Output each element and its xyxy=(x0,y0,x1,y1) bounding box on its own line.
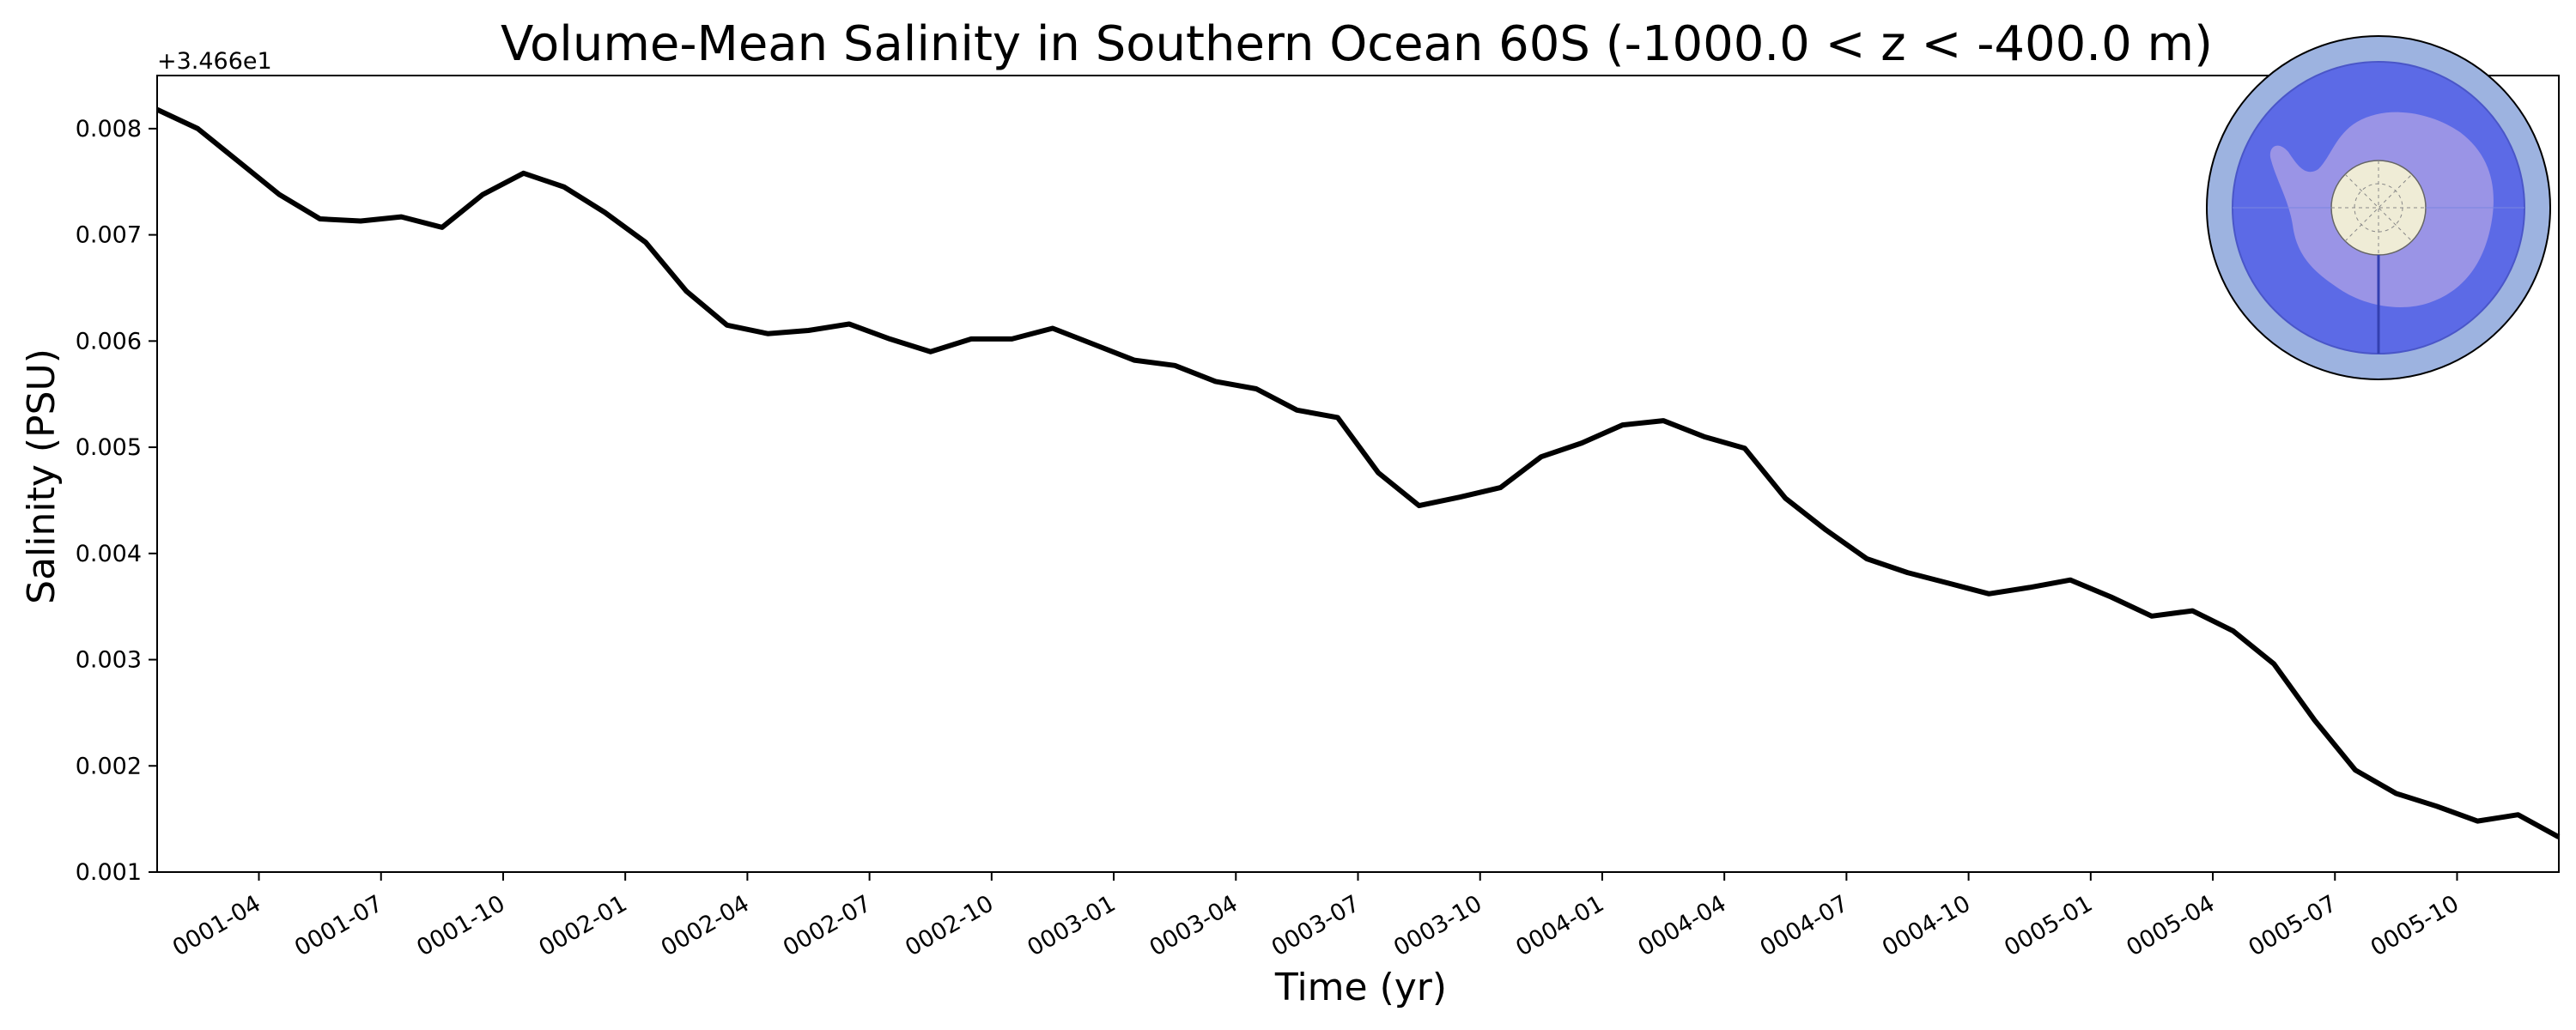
x-tick-label: 0003-01 xyxy=(1023,890,1120,961)
x-tick-label: 0001-07 xyxy=(290,890,387,961)
x-tick-label: 0005-07 xyxy=(2245,890,2342,961)
y-axis-label: Salinity (PSU) xyxy=(20,348,64,604)
x-tick-label: 0002-04 xyxy=(657,890,754,961)
inset-map xyxy=(2206,35,2551,380)
x-axis: 0001-04 0001-07 0001-10 0002-01 0002-04 0002-… xyxy=(168,872,2464,961)
y-tick-label: 0.007 xyxy=(76,222,142,249)
y-tick-label: 0.003 xyxy=(76,647,142,674)
x-tick-label: 0005-04 xyxy=(2122,890,2219,961)
x-axis-label: Time (yr) xyxy=(1274,966,1447,1009)
y-tick-label: 0.002 xyxy=(76,753,142,779)
x-tick-label: 0002-07 xyxy=(779,890,876,961)
x-tick-label: 0005-01 xyxy=(2000,890,2097,961)
x-tick-label: 0001-04 xyxy=(168,890,265,961)
y-tick-label: 0.005 xyxy=(76,434,142,461)
y-tick-label: 0.001 xyxy=(76,859,142,886)
x-tick-label: 0002-10 xyxy=(901,890,998,961)
x-tick-label: 0004-01 xyxy=(1511,890,1608,961)
x-tick-label: 0004-04 xyxy=(1633,890,1730,961)
x-tick-label: 0004-10 xyxy=(1878,890,1975,961)
plot-frame xyxy=(156,75,2560,873)
x-tick-label: 0004-07 xyxy=(1756,890,1853,961)
x-tick-label: 0005-10 xyxy=(2366,890,2464,961)
x-tick-label: 0003-07 xyxy=(1267,890,1364,961)
chart-title: Volume-Mean Salinity in Southern Ocean 6… xyxy=(501,16,2213,72)
y-tick-label: 0.008 xyxy=(76,116,142,142)
series-line xyxy=(155,106,2561,839)
x-tick-label: 0003-10 xyxy=(1389,890,1486,961)
y-axis: 0.001 0.002 0.003 0.004 0.005 0.006 0.007 0.008 xyxy=(76,116,157,886)
x-tick-label: 0003-04 xyxy=(1145,890,1242,961)
map-graticule xyxy=(2331,161,2426,255)
series-layer xyxy=(155,106,2561,839)
x-tick-label: 0002-01 xyxy=(534,890,631,961)
y-tick-label: 0.004 xyxy=(76,541,142,567)
y-tick-label: 0.006 xyxy=(76,328,142,354)
x-tick-label: 0001-10 xyxy=(412,890,509,961)
y-axis-offset-label: +3.466e1 xyxy=(157,48,272,75)
